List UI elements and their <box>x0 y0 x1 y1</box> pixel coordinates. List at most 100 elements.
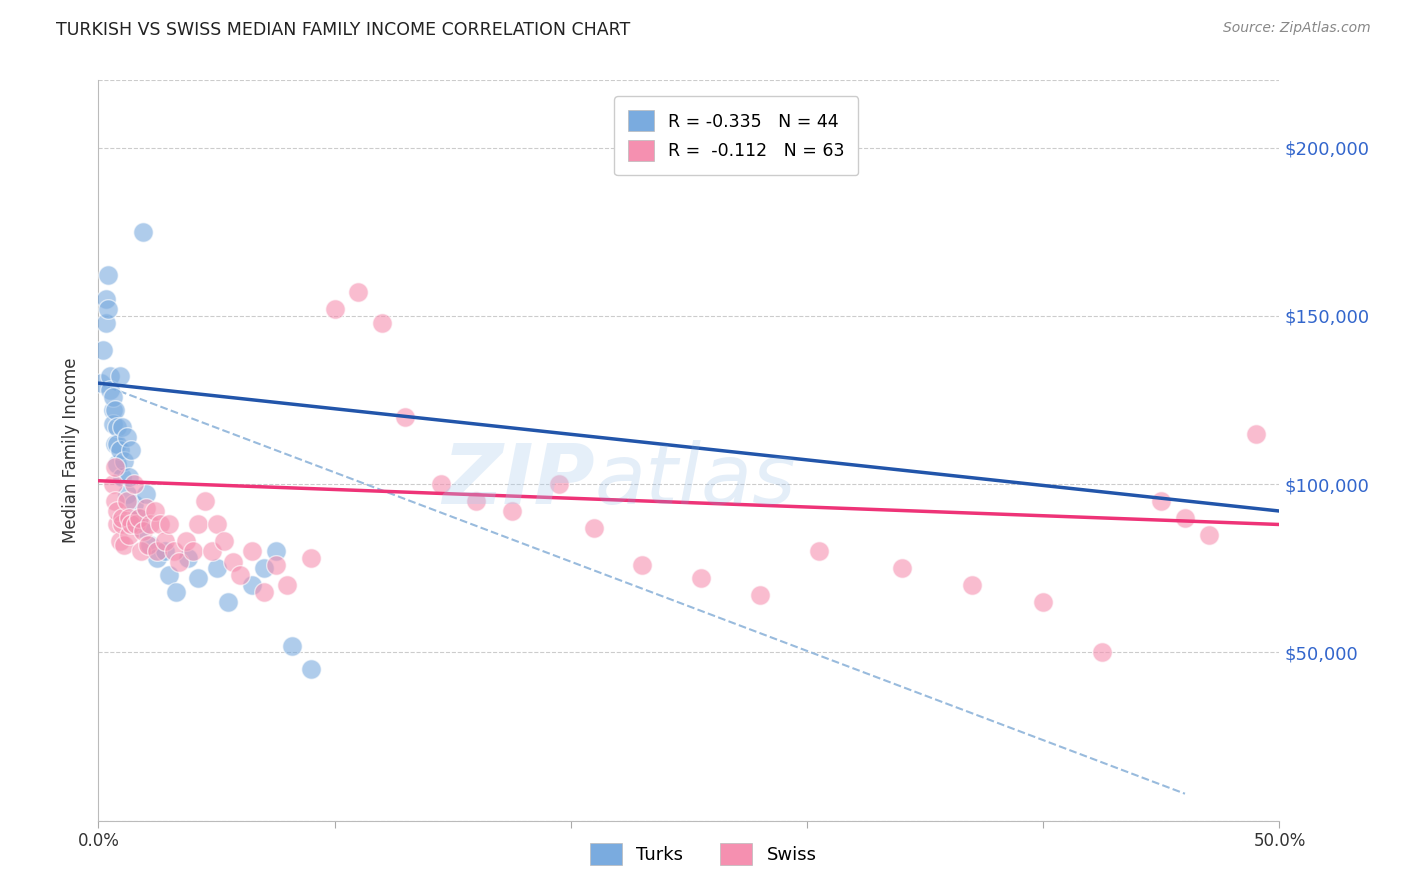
Point <box>962 578 984 592</box>
Point <box>111 517 134 532</box>
Legend: Turks, Swiss: Turks, Swiss <box>582 836 824 872</box>
Point <box>122 477 145 491</box>
Point <box>135 500 157 515</box>
Point <box>1150 494 1173 508</box>
Point <box>299 551 322 566</box>
Point <box>205 517 228 532</box>
Point <box>630 558 652 572</box>
Point <box>97 302 120 317</box>
Point <box>347 285 370 300</box>
Point <box>157 517 180 532</box>
Point <box>118 510 141 524</box>
Point <box>167 555 190 569</box>
Point <box>91 343 114 357</box>
Point <box>323 302 346 317</box>
Point <box>212 534 235 549</box>
Text: atlas: atlas <box>595 440 796 521</box>
Point <box>118 527 141 541</box>
Point <box>465 494 488 508</box>
Point <box>1091 645 1114 659</box>
Point <box>115 430 138 444</box>
Point <box>1198 527 1220 541</box>
Point <box>132 225 155 239</box>
Point <box>181 544 204 558</box>
Point <box>136 538 159 552</box>
Point <box>153 534 176 549</box>
Legend: R = -0.335   N = 44, R =  -0.112   N = 63: R = -0.335 N = 44, R = -0.112 N = 63 <box>614 96 858 175</box>
Point <box>276 578 298 592</box>
Point <box>548 477 571 491</box>
Point <box>128 510 150 524</box>
Point <box>501 504 523 518</box>
Point <box>371 316 394 330</box>
Point <box>125 517 148 532</box>
Point <box>101 477 124 491</box>
Point <box>194 494 217 508</box>
Point <box>128 510 150 524</box>
Point <box>111 420 134 434</box>
Point <box>101 403 124 417</box>
Point <box>105 517 128 532</box>
Point <box>132 524 155 539</box>
Point <box>112 453 135 467</box>
Point <box>90 376 112 391</box>
Text: TURKISH VS SWISS MEDIAN FAMILY INCOME CORRELATION CHART: TURKISH VS SWISS MEDIAN FAMILY INCOME CO… <box>56 21 630 38</box>
Y-axis label: Median Family Income: Median Family Income <box>62 358 80 543</box>
Point <box>240 544 263 558</box>
Point <box>165 584 187 599</box>
Text: Source: ZipAtlas.com: Source: ZipAtlas.com <box>1223 21 1371 35</box>
Point <box>143 504 166 518</box>
Point <box>299 662 322 676</box>
Point <box>146 544 169 558</box>
Point <box>121 443 143 458</box>
Point <box>97 268 120 283</box>
Point <box>890 561 912 575</box>
Point <box>139 538 162 552</box>
Point <box>122 497 145 511</box>
Point <box>253 561 276 575</box>
Point <box>394 409 416 424</box>
Point <box>98 383 121 397</box>
Point <box>135 487 157 501</box>
Point <box>104 494 127 508</box>
Point <box>174 534 197 549</box>
Point <box>177 551 200 566</box>
Point <box>108 369 131 384</box>
Point <box>217 595 239 609</box>
Point <box>104 460 127 475</box>
Point <box>157 568 180 582</box>
Point <box>115 487 138 501</box>
Point <box>187 571 209 585</box>
Point <box>1244 426 1267 441</box>
Point <box>264 544 287 558</box>
Point <box>104 436 127 450</box>
Point <box>1032 595 1054 609</box>
Point <box>115 494 138 508</box>
Point <box>111 470 134 484</box>
Point <box>98 369 121 384</box>
Point <box>689 571 711 585</box>
Point <box>105 436 128 450</box>
Text: ZIP: ZIP <box>441 440 595 521</box>
Point <box>105 420 128 434</box>
Point <box>105 457 128 471</box>
Point <box>807 544 830 558</box>
Point <box>187 517 209 532</box>
Point <box>281 639 304 653</box>
Point <box>201 544 224 558</box>
Point <box>583 521 606 535</box>
Point <box>240 578 263 592</box>
Point <box>748 588 770 602</box>
Point <box>153 544 176 558</box>
Point <box>163 544 186 558</box>
Point <box>105 504 128 518</box>
Point <box>121 517 143 532</box>
Point <box>94 316 117 330</box>
Point <box>222 555 245 569</box>
Point <box>149 517 172 532</box>
Point <box>139 517 162 532</box>
Point <box>108 443 131 458</box>
Point <box>112 538 135 552</box>
Point <box>253 584 276 599</box>
Point <box>94 292 117 306</box>
